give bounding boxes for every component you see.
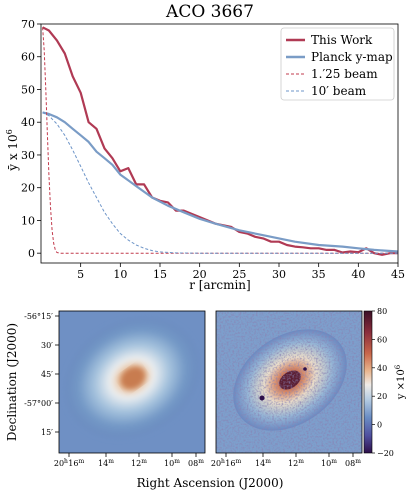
series-line-planck-y-map (42, 111, 398, 253)
x-tick-label: 35 (312, 268, 326, 281)
dec-tick-label: 45′ (41, 370, 53, 379)
ra-axis-left: 20h 16m 14m 12m 10m 08m (54, 453, 204, 468)
y-tick-label: 0 (28, 247, 35, 260)
ra-tick-label: 08m (345, 458, 361, 468)
legend-label-beam-125: 1.′25 beam (311, 67, 378, 81)
colorbar-ticks: 80 60 40 20 0 −20 (372, 307, 394, 458)
ra-tick-label: 08m (188, 458, 204, 468)
legend: This Work Planck y-map 1.′25 beam 10′ be… (280, 27, 395, 101)
legend-label-planck: Planck y-map (311, 50, 393, 64)
x-tick-label: 5 (77, 268, 84, 281)
x-tick-label: 10 (113, 268, 127, 281)
colorbar-label-exponent: 6 (394, 364, 402, 369)
chart-title: ACO 3667 (165, 2, 254, 22)
legend-box (280, 27, 395, 101)
work-map-point-source-1 (259, 395, 265, 401)
ra-tick-label: 14m (255, 458, 271, 468)
y-tick-label: 60 (21, 51, 35, 64)
x-tick-label: 45 (391, 268, 405, 281)
colorbar-tick-label: −20 (377, 449, 394, 458)
legend-label-this-work: This Work (311, 33, 373, 47)
declination-axis: -56°15′ 30′ 45′ -57°00′ 15′ (24, 312, 59, 437)
x-tick-label: 30 (272, 268, 286, 281)
work-map-frame (215, 310, 363, 454)
colorbar-tick-label: 80 (377, 307, 387, 316)
colorbar-tick-label: 60 (377, 335, 387, 344)
y-tick-label: 30 (21, 149, 35, 162)
ra-tick-label: 14m (98, 458, 114, 468)
ra-tick-label: 10m (321, 458, 337, 468)
main-y-axis: 0 10 20 30 40 50 60 70 (21, 18, 41, 260)
colorbar (363, 310, 373, 454)
dec-tick-label: 15′ (41, 428, 53, 437)
y-tick-label: 50 (21, 83, 35, 96)
planck-map-frame (58, 310, 206, 454)
colorbar-tick-label: 40 (377, 364, 387, 373)
y-tick-label: 10 (21, 214, 35, 227)
series-line-10-beam (42, 111, 398, 254)
series-line-1-25-beam (42, 27, 398, 254)
planck-map-core (120, 366, 146, 390)
colorbar-tick-label: 0 (377, 421, 382, 430)
main-x-axis-label: r [arcmin] (189, 278, 250, 292)
main-y-axis-label: ȳ x 106 (5, 129, 20, 172)
x-tick-label: 40 (351, 268, 365, 281)
work-map-panel (216, 311, 362, 453)
x-tick-label: 20 (193, 268, 207, 281)
main-x-axis: 5 10 15 20 25 30 35 40 45 (77, 263, 405, 281)
ra-tick-label: 12m (131, 458, 147, 468)
colorbar-label-text: y ×10 (396, 369, 407, 400)
x-tick-label: 25 (232, 268, 246, 281)
planck-map-panel (59, 311, 205, 453)
work-map-point-source-2 (303, 367, 307, 371)
dec-tick-label: -56°15′ (24, 312, 53, 321)
x-tick-label: 15 (153, 268, 167, 281)
y-tick-label: 40 (21, 116, 35, 129)
main-y-axis-exponent: 6 (5, 129, 14, 134)
legend-label-beam-10: 10′ beam (311, 84, 367, 98)
ra-tick-label: 10m (164, 458, 180, 468)
ra-tick-label: 20h 16m (211, 458, 242, 468)
y-tick-label: 20 (21, 182, 35, 195)
declination-axis-label: Declination (J2000) (5, 323, 19, 441)
work-map-noise (216, 311, 362, 453)
colorbar-tick-label: 20 (377, 392, 387, 401)
dec-tick-label: 30′ (41, 341, 53, 350)
main-y-axis-text: x 10 (6, 134, 20, 164)
colorbar-label: y ×106 (394, 364, 407, 400)
main-y-axis-symbol: ȳ (6, 164, 20, 172)
dec-tick-label: -57°00′ (24, 399, 53, 408)
ra-tick-label: 20h 16m (54, 458, 85, 468)
y-tick-label: 70 (21, 18, 35, 31)
ra-axis-right: 20h 16m 14m 12m 10m 08m (211, 453, 361, 468)
ra-axis-label: Right Ascension (J2000) (137, 476, 284, 490)
main-plot-series (42, 26, 398, 256)
main-plot-frame (40, 23, 399, 264)
ra-tick-label: 12m (288, 458, 304, 468)
